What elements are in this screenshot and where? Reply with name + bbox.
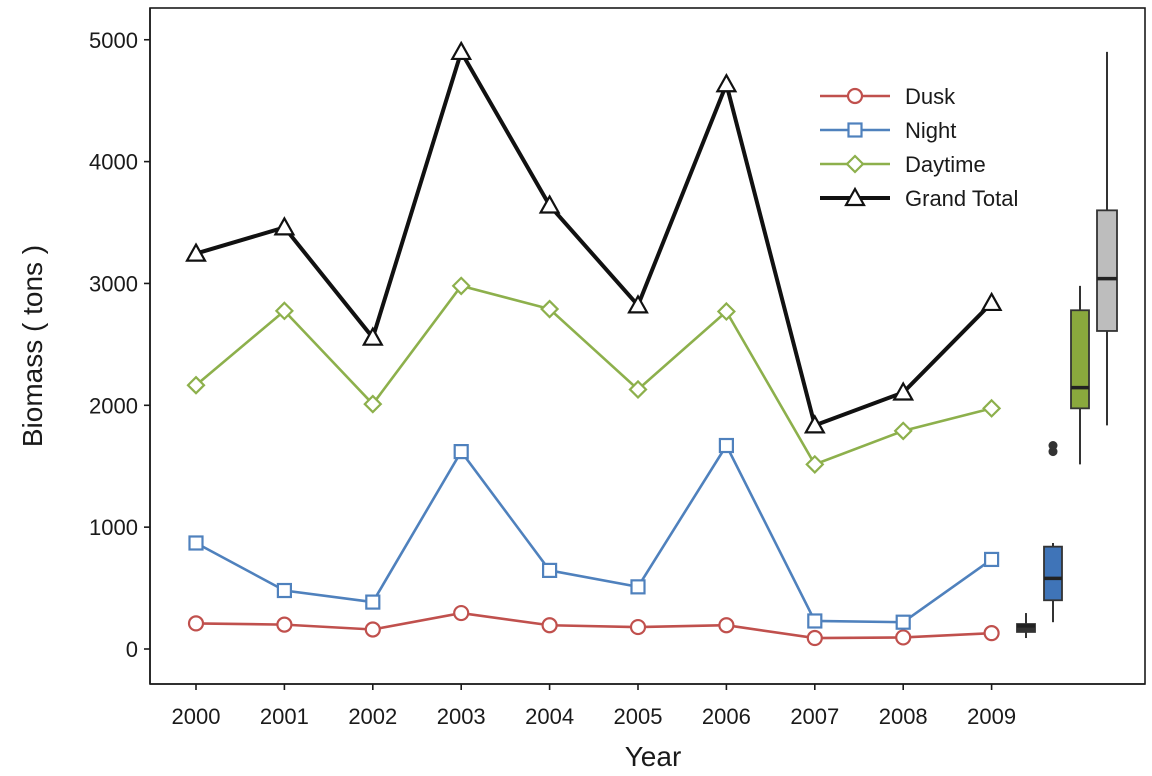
data-point-daytime	[186, 375, 206, 395]
plot-frame	[149, 7, 1146, 685]
data-point-daytime	[628, 379, 648, 400]
data-point-dusk	[276, 616, 293, 633]
y-tick-label: 0	[126, 637, 138, 662]
x-tick-label: 2004	[525, 704, 574, 729]
x-tick-label: 2007	[790, 704, 839, 729]
legend-marker	[844, 186, 866, 207]
y-tick-label: 1000	[89, 515, 138, 540]
legend-label: Night	[905, 118, 956, 143]
data-point-daytime	[451, 276, 471, 296]
boxplot-box	[1070, 309, 1090, 410]
boxplot-daytime	[1070, 285, 1090, 465]
y-tick-label: 5000	[89, 28, 138, 53]
y-tick-label: 2000	[89, 393, 138, 418]
data-point-dusk	[895, 629, 912, 646]
legend-item-dusk: Dusk	[820, 84, 956, 109]
x-tick-label: 2003	[437, 704, 486, 729]
series-daytime	[186, 276, 1002, 474]
data-point-night	[895, 614, 911, 630]
data-point-dusk	[187, 615, 205, 632]
data-point-night	[188, 535, 204, 551]
data-point-daytime	[893, 421, 913, 441]
data-point-grand-total	[538, 194, 561, 214]
data-point-dusk	[364, 621, 381, 638]
x-tick-label: 2009	[967, 704, 1016, 729]
data-point-daytime	[274, 301, 294, 321]
legend-item-daytime: Daytime	[820, 152, 986, 177]
legend-item-night: Night	[820, 118, 956, 143]
data-point-daytime	[982, 398, 1002, 418]
boxplot-outlier	[1048, 441, 1058, 451]
x-tick-label: 2002	[348, 704, 397, 729]
data-point-daytime	[716, 301, 736, 322]
data-point-daytime	[540, 299, 560, 319]
x-tick-label: 2005	[614, 704, 663, 729]
series-grand-total	[185, 40, 1003, 434]
legend-marker	[846, 87, 864, 105]
boxplot-box	[1016, 623, 1036, 633]
y-axis: 0 1000 2000 3000 4000 5000	[89, 8, 151, 684]
data-point-dusk	[983, 625, 1000, 642]
data-point-grand-total	[361, 326, 384, 346]
series-line-night	[195, 442, 993, 624]
y-axis-title: Biomass ( tons )	[17, 245, 48, 447]
boxplot-grand-total	[1096, 51, 1118, 426]
data-point-daytime	[805, 454, 825, 474]
data-point-dusk	[453, 604, 470, 622]
data-point-night	[365, 594, 381, 610]
series-line-dusk	[195, 611, 992, 640]
legend-marker	[847, 122, 863, 138]
boxplot-box	[1096, 209, 1118, 332]
x-tick-label: 2008	[879, 704, 928, 729]
series-night	[188, 437, 1000, 630]
legend-label: Grand Total	[905, 186, 1018, 211]
data-point-grand-total	[715, 72, 738, 93]
series-dusk	[187, 604, 1000, 647]
data-point-night	[807, 613, 823, 629]
y-tick-label: 3000	[89, 271, 138, 296]
data-point-dusk	[629, 618, 647, 636]
boxplot-night	[1043, 441, 1063, 623]
data-point-dusk	[806, 629, 823, 647]
boxplot-dusk	[1016, 613, 1036, 639]
data-point-dusk	[718, 617, 735, 634]
boxplot-layer	[1016, 51, 1118, 639]
x-axis-title: Year	[625, 741, 682, 772]
data-point-daytime	[363, 394, 383, 414]
data-point-grand-total	[627, 294, 649, 314]
data-point-grand-total	[450, 40, 473, 61]
data-point-night	[276, 582, 292, 599]
data-point-night	[718, 437, 735, 454]
x-tick-label: 2000	[172, 704, 221, 729]
legend-marker	[845, 154, 865, 174]
data-point-night	[541, 562, 558, 579]
data-point-night	[983, 551, 1000, 568]
legend-item-grand-total: Grand Total	[820, 186, 1018, 211]
data-point-night	[453, 444, 469, 460]
data-point-grand-total	[892, 381, 915, 401]
series-line-grand-total	[195, 46, 994, 429]
data-point-grand-total	[273, 216, 296, 236]
series-line-daytime	[195, 284, 992, 467]
data-point-night	[630, 579, 646, 595]
data-point-grand-total	[185, 242, 207, 262]
data-point-grand-total	[980, 291, 1003, 312]
data-point-dusk	[541, 617, 558, 634]
legend: Dusk Night Daytime Grand Total	[820, 84, 1018, 211]
x-tick-label: 2006	[702, 704, 751, 729]
boxplot-box	[1043, 545, 1063, 602]
legend-label: Dusk	[905, 84, 956, 109]
legend-label: Daytime	[905, 152, 986, 177]
x-axis: 2000 2001 2002 2003 2004 2005 2006 2007 2008 2009	[150, 683, 1145, 729]
y-tick-label: 4000	[89, 150, 138, 175]
data-point-grand-total	[803, 414, 826, 434]
series-layer	[185, 40, 1003, 647]
x-tick-label: 2001	[260, 704, 309, 729]
